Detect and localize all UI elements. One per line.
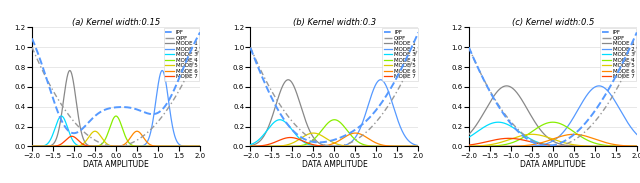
X-axis label: DATA AMPLITUDE: DATA AMPLITUDE: [520, 160, 586, 169]
X-axis label: DATA AMPLITUDE: DATA AMPLITUDE: [83, 160, 149, 169]
Title: (b) Kernel width:0.3: (b) Kernel width:0.3: [293, 18, 376, 27]
Title: (c) Kernel width:0.5: (c) Kernel width:0.5: [511, 18, 594, 27]
X-axis label: DATA AMPLITUDE: DATA AMPLITUDE: [301, 160, 367, 169]
Title: (a) Kernel width:0.15: (a) Kernel width:0.15: [72, 18, 160, 27]
Legend: IPF, QIPF, MODE 1, MODE 2, MODE 3, MODE 4, MODE 5, MODE 6, MODE 7: IPF, QIPF, MODE 1, MODE 2, MODE 3, MODE …: [164, 28, 199, 81]
Legend: IPF, QIPF, MODE 1, MODE 2, MODE 3, MODE 4, MODE 5, MODE 6, MODE 7: IPF, QIPF, MODE 1, MODE 2, MODE 3, MODE …: [600, 28, 636, 81]
Legend: IPF, QIPF, MODE 1, MODE 2, MODE 3, MODE 4, MODE 5, MODE 6, MODE 7: IPF, QIPF, MODE 1, MODE 2, MODE 3, MODE …: [382, 28, 417, 81]
